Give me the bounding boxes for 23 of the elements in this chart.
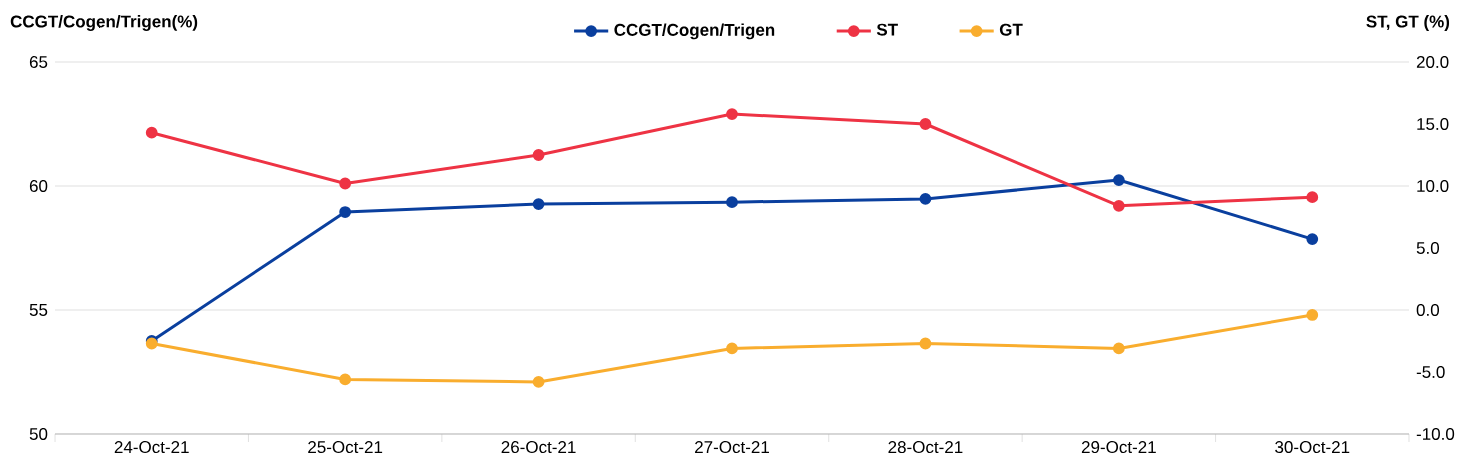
y-tick-label: 50 [29, 427, 48, 441]
y-tick-label: 55 [29, 304, 48, 316]
x-tick-label: 26-Oct-21 [501, 441, 576, 454]
y-axis-title: CCGT/Cogen/Trigen(%) [10, 15, 198, 31]
x-tick-label: 29-Oct-21 [1081, 441, 1156, 454]
legend-label: GT [999, 23, 1023, 36]
x-tick-label: 24-Oct-21 [114, 441, 189, 454]
legend-label: ST [876, 23, 898, 36]
y-tick-label: 60 [29, 180, 48, 193]
x-tick-label: 28-Oct-21 [888, 441, 963, 454]
x-tick-label: 27-Oct-21 [695, 441, 769, 454]
y2-tick-label: 0.0 [1416, 304, 1440, 317]
y2-tick-label: 5.0 [1416, 242, 1440, 255]
x-tick-label: 25-Oct-21 [308, 441, 383, 454]
legend-label: CCGT/Cogen/Trigen [614, 23, 775, 40]
y2-tick-label: 15.0 [1417, 118, 1449, 131]
y2-tick-label: 10.0 [1417, 180, 1449, 193]
y2-axis-title: ST, GT (%) [1366, 15, 1450, 31]
y2-tick-label: 20.0 [1416, 56, 1449, 69]
y2-tick-label: -10.0 [1416, 427, 1455, 441]
y2-tick-label: -5.0 [1416, 366, 1445, 379]
y-tick-label: 65 [29, 56, 48, 69]
x-tick-label: 30-Oct-21 [1275, 441, 1350, 454]
